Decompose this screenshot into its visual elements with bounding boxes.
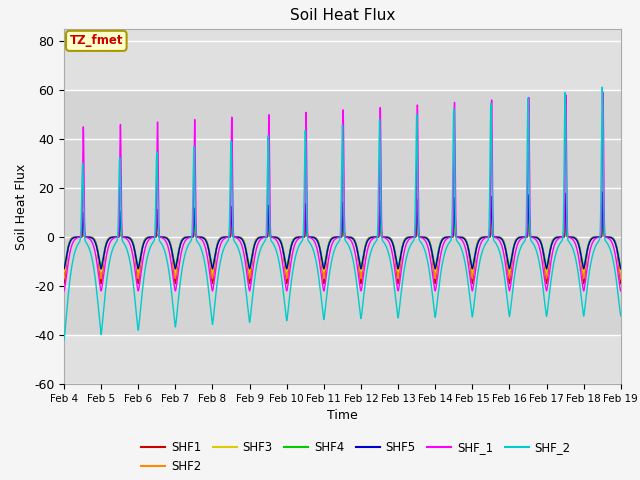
SHF5 — [173, 257, 181, 263]
Y-axis label: Soil Heat Flux: Soil Heat Flux — [15, 163, 28, 250]
SHF5 — [499, 237, 506, 243]
X-axis label: Time: Time — [327, 409, 358, 422]
SHF5 — [269, 234, 276, 240]
SHF1 — [617, 281, 625, 287]
SHF_1 — [269, 235, 276, 240]
Legend: SHF1, SHF2, SHF3, SHF4, SHF5, SHF_1, SHF_2: SHF1, SHF2, SHF3, SHF4, SHF5, SHF_1, SHF… — [137, 436, 575, 478]
SHF_1 — [60, 288, 68, 294]
SHF4 — [173, 255, 181, 261]
SHF_2 — [615, 299, 623, 304]
SHF3 — [60, 268, 68, 274]
SHF3 — [269, 234, 276, 240]
SHF_2 — [617, 313, 625, 319]
SHF2 — [60, 276, 68, 282]
Line: SHF_2: SHF_2 — [64, 87, 621, 340]
SHF3 — [179, 236, 187, 241]
SHF2 — [615, 262, 623, 267]
SHF3 — [617, 268, 625, 274]
SHF2 — [419, 234, 427, 240]
SHF1 — [179, 235, 187, 241]
SHF2 — [173, 262, 181, 268]
SHF4 — [499, 237, 506, 242]
SHF_1 — [419, 236, 427, 241]
SHF_2 — [173, 308, 181, 314]
Line: SHF1: SHF1 — [64, 218, 621, 284]
SHF3 — [173, 258, 181, 264]
SHF_1 — [615, 277, 623, 283]
SHF_2 — [179, 260, 187, 266]
SHF2 — [179, 236, 187, 241]
Line: SHF_1: SHF_1 — [64, 93, 621, 291]
SHF2 — [617, 276, 625, 282]
Bar — [64, 90, 621, 335]
SHF_1 — [617, 288, 625, 294]
SHF_2 — [499, 261, 506, 266]
Title: Soil Heat Flux: Soil Heat Flux — [290, 9, 395, 24]
SHF5 — [179, 236, 187, 242]
SHF5 — [599, 189, 607, 195]
SHF1 — [419, 234, 427, 240]
SHF1 — [173, 264, 181, 270]
SHF3 — [499, 236, 506, 242]
SHF1 — [499, 236, 506, 241]
SHF4 — [615, 255, 623, 261]
Line: SHF2: SHF2 — [64, 212, 621, 279]
SHF4 — [599, 196, 607, 202]
Line: SHF3: SHF3 — [64, 205, 621, 271]
SHF5 — [419, 234, 427, 240]
SHF2 — [269, 234, 276, 240]
SHF_2 — [269, 240, 276, 245]
SHF_1 — [599, 90, 607, 96]
SHF1 — [599, 216, 607, 221]
SHF_1 — [499, 245, 506, 251]
Text: TZ_fmet: TZ_fmet — [70, 35, 123, 48]
SHF1 — [60, 281, 68, 287]
SHF4 — [60, 264, 68, 269]
SHF5 — [60, 266, 68, 272]
SHF_2 — [419, 243, 427, 249]
SHF_1 — [179, 243, 187, 249]
SHF3 — [615, 257, 623, 263]
SHF_1 — [173, 277, 181, 283]
SHF1 — [615, 264, 623, 269]
SHF_2 — [598, 84, 606, 90]
SHF4 — [179, 236, 187, 241]
Line: SHF5: SHF5 — [64, 192, 621, 269]
SHF4 — [419, 234, 427, 240]
SHF2 — [499, 236, 506, 242]
SHF4 — [617, 264, 625, 269]
SHF5 — [617, 266, 625, 272]
SHF_2 — [60, 337, 68, 343]
SHF3 — [599, 202, 607, 208]
SHF4 — [269, 234, 276, 240]
SHF5 — [615, 257, 623, 263]
SHF1 — [269, 234, 276, 240]
Line: SHF4: SHF4 — [64, 199, 621, 266]
SHF3 — [419, 234, 427, 240]
SHF2 — [599, 209, 607, 215]
